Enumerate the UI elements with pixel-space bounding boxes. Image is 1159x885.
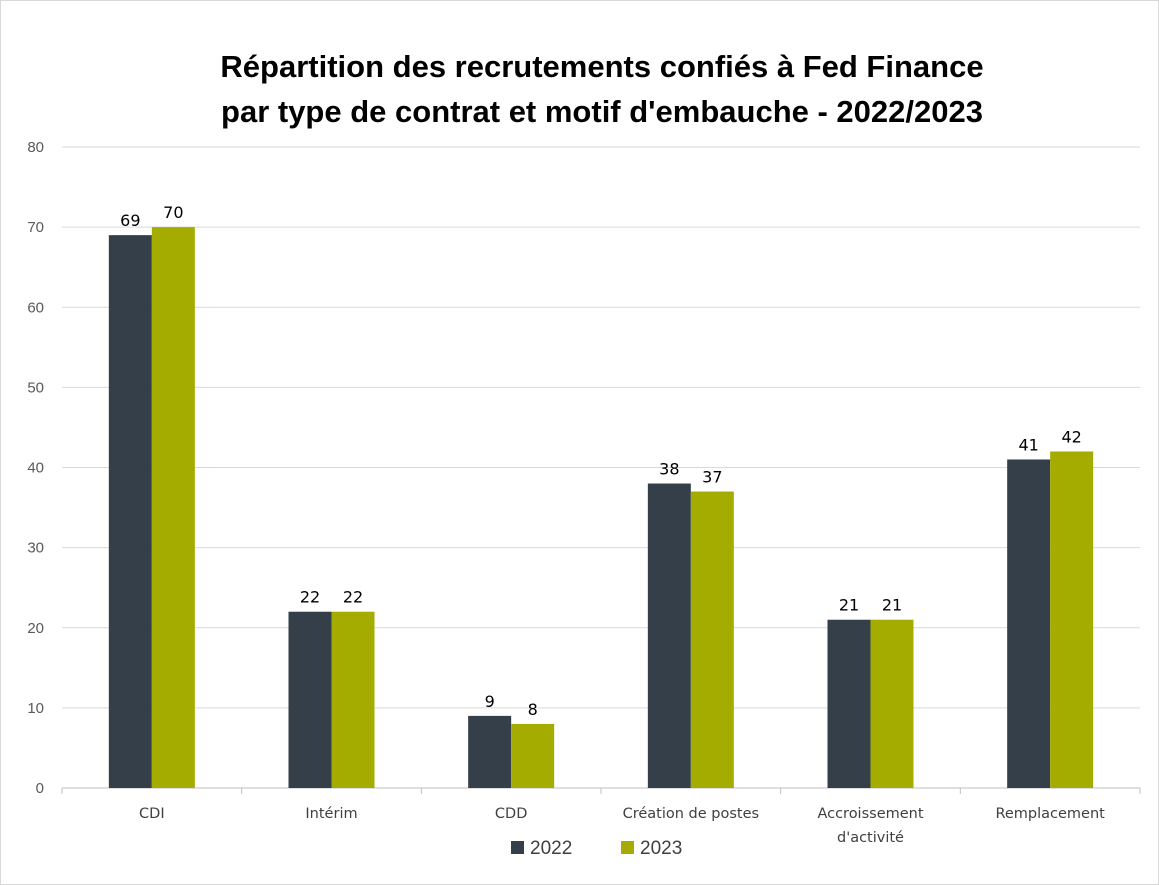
chart-title: Répartition des recrutements confiés à F…	[0, 44, 1159, 134]
data-label-2023: 70	[163, 203, 183, 222]
bar-2022	[827, 619, 871, 788]
x-category-label: Intérim	[305, 806, 357, 822]
y-tick-label: 80	[27, 139, 44, 156]
data-label-2023: 22	[343, 588, 363, 607]
y-tick-label: 40	[27, 460, 44, 477]
bar-2023	[331, 611, 375, 788]
legend-label-2023: 2023	[640, 838, 682, 859]
bar-2022	[288, 611, 332, 788]
data-label-2023: 42	[1061, 427, 1081, 446]
bar-2022	[468, 715, 512, 788]
bar-2023	[690, 491, 734, 788]
y-tick-label: 70	[27, 219, 44, 236]
data-label-2022: 21	[839, 596, 859, 615]
x-category-label: CDD	[495, 806, 527, 822]
y-tick-label: 10	[27, 700, 44, 717]
data-label-2022: 69	[120, 211, 140, 230]
x-category-label: Création de postes	[623, 806, 759, 822]
data-label-2022: 41	[1018, 435, 1038, 454]
bar-2023	[870, 619, 914, 788]
chart-title-line-2: par type de contrat et motif d'embauche …	[221, 94, 983, 129]
legend-swatch-2023	[621, 841, 634, 854]
data-label-2022: 38	[659, 460, 679, 479]
bar-2022	[1007, 459, 1051, 788]
y-tick-label: 60	[27, 299, 44, 316]
x-category-label: CDI	[139, 806, 165, 822]
bar-2023	[151, 227, 195, 788]
bar-2022	[108, 235, 152, 788]
x-category-label: d'activité	[837, 830, 904, 846]
data-label-2023: 8	[528, 700, 538, 719]
x-category-label: Accroissement	[817, 806, 923, 822]
data-label-2022: 22	[300, 588, 320, 607]
y-tick-label: 20	[27, 620, 44, 637]
data-label-2023: 37	[702, 468, 722, 487]
x-category-label: Remplacement	[995, 806, 1105, 822]
legend-swatch-2022	[511, 841, 524, 854]
bar-2023	[1050, 451, 1094, 788]
y-tick-label: 0	[36, 780, 44, 797]
bar-2022	[647, 483, 691, 788]
y-tick-label: 30	[27, 540, 44, 557]
data-label-2023: 21	[882, 596, 902, 615]
y-tick-label: 50	[27, 379, 44, 396]
data-label-2022: 9	[485, 692, 495, 711]
bar-2023	[511, 723, 555, 788]
chart-title-line-1: Répartition des recrutements confiés à F…	[220, 49, 984, 84]
legend-label-2022: 2022	[530, 838, 572, 859]
